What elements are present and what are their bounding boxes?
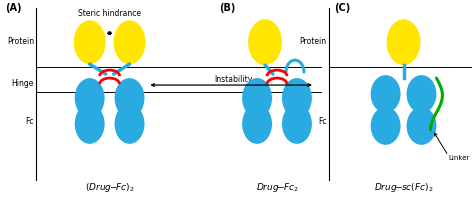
Ellipse shape <box>371 76 401 113</box>
Text: Protein: Protein <box>300 37 327 45</box>
Text: Fc: Fc <box>26 117 34 126</box>
Ellipse shape <box>371 107 401 145</box>
Ellipse shape <box>242 79 272 118</box>
Text: $Drug\!\!-\!\!sc(Fc)_2$: $Drug\!\!-\!\!sc(Fc)_2$ <box>374 180 433 193</box>
Ellipse shape <box>115 79 145 118</box>
Text: Fc: Fc <box>319 117 327 126</box>
Ellipse shape <box>282 79 312 118</box>
Text: Instability: Instability <box>214 75 252 84</box>
Text: (C): (C) <box>334 3 350 13</box>
Ellipse shape <box>75 79 105 118</box>
Text: Hinge: Hinge <box>11 78 34 87</box>
Ellipse shape <box>114 21 146 65</box>
Ellipse shape <box>74 21 106 65</box>
Text: (A): (A) <box>5 3 21 13</box>
Ellipse shape <box>407 107 437 145</box>
Text: Linker: Linker <box>448 154 470 160</box>
Ellipse shape <box>387 20 420 66</box>
Ellipse shape <box>75 104 105 144</box>
Ellipse shape <box>407 76 437 113</box>
Ellipse shape <box>282 104 312 144</box>
Ellipse shape <box>242 104 272 144</box>
Text: Steric hindrance: Steric hindrance <box>78 9 141 18</box>
Text: $Drug\!\!-\!\!Fc_2$: $Drug\!\!-\!\!Fc_2$ <box>255 180 299 193</box>
Text: (B): (B) <box>219 3 236 13</box>
Ellipse shape <box>115 104 145 144</box>
Ellipse shape <box>248 20 282 66</box>
Text: Protein: Protein <box>7 37 34 45</box>
Text: $(Drug\!\!-\!\!Fc)_2$: $(Drug\!\!-\!\!Fc)_2$ <box>85 180 135 193</box>
